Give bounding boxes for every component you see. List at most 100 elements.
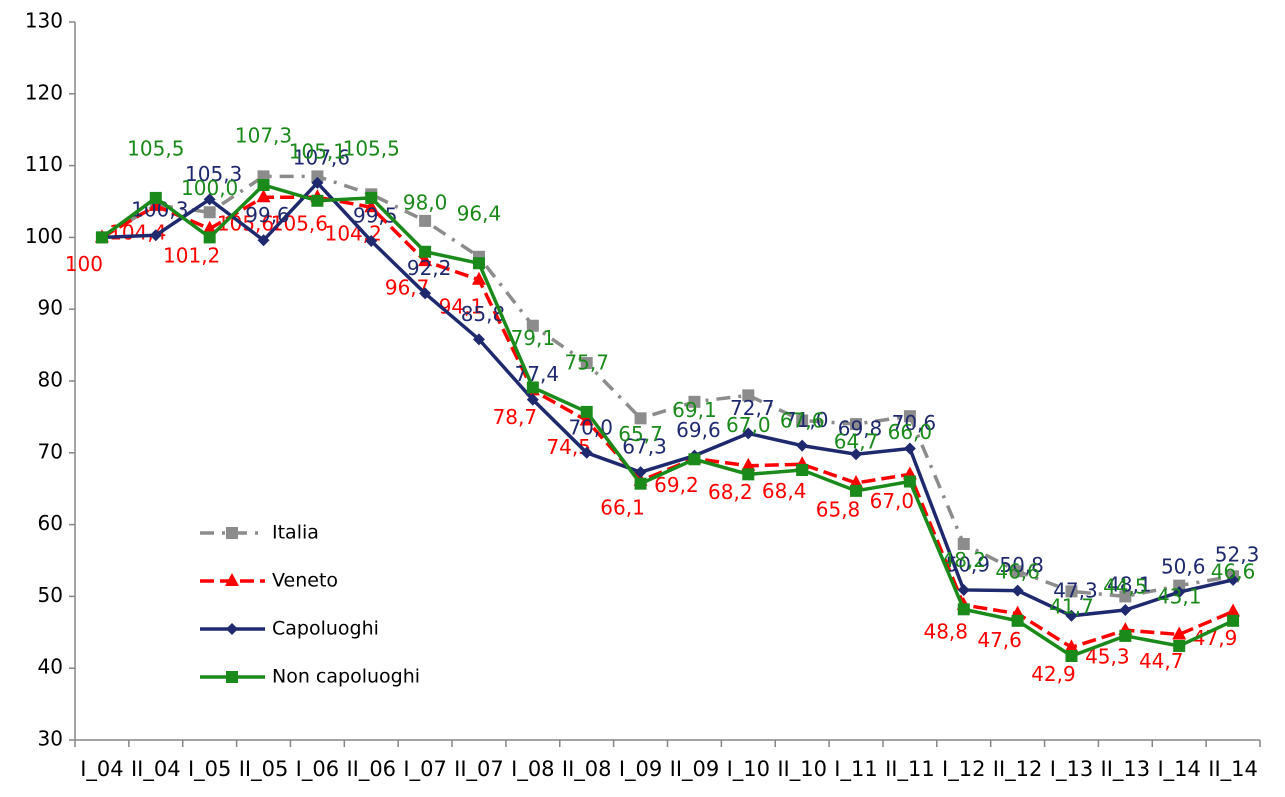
y-tick-label: 110 bbox=[25, 152, 63, 176]
legend-marker bbox=[225, 573, 239, 586]
x-tick-label: II_08 bbox=[562, 757, 612, 782]
y-tick-label: 120 bbox=[25, 80, 63, 104]
point bbox=[419, 214, 432, 227]
y-tick-label: 90 bbox=[38, 296, 63, 320]
point bbox=[1119, 629, 1132, 642]
point bbox=[311, 194, 324, 207]
data-label: 101,2 bbox=[163, 243, 220, 267]
data-label: 105,5 bbox=[343, 136, 400, 160]
data-label: 72,7 bbox=[730, 396, 775, 420]
point bbox=[850, 484, 863, 497]
y-tick-label: 50 bbox=[38, 583, 63, 607]
x-tick-label: I_07 bbox=[403, 757, 446, 782]
legend-label: Italia bbox=[272, 522, 319, 544]
point bbox=[849, 474, 864, 488]
data-label: 99,6 bbox=[245, 203, 290, 227]
point bbox=[95, 231, 108, 244]
x-tick-label: I_04 bbox=[80, 757, 123, 782]
data-label: 67,0 bbox=[726, 413, 771, 437]
point bbox=[472, 257, 485, 270]
point bbox=[903, 410, 916, 423]
x-tick-label: II_11 bbox=[885, 757, 935, 782]
data-label: 70,6 bbox=[892, 411, 937, 435]
x-tick-label: I_06 bbox=[296, 757, 339, 782]
point bbox=[742, 389, 755, 402]
point bbox=[311, 176, 324, 189]
x-tick-label: II_14 bbox=[1208, 757, 1258, 782]
legend-marker bbox=[226, 671, 238, 683]
data-label: 100 bbox=[65, 252, 103, 276]
point bbox=[1227, 614, 1240, 627]
data-label: 41,7 bbox=[1049, 594, 1094, 618]
point bbox=[796, 414, 809, 427]
y-tick-label: 60 bbox=[38, 511, 63, 535]
legend-label: Non capoluoghi bbox=[272, 666, 420, 688]
point bbox=[526, 381, 539, 394]
point bbox=[149, 191, 162, 204]
y-tick-label: 30 bbox=[38, 727, 63, 751]
x-tick-label: I_09 bbox=[619, 757, 662, 782]
data-label: 46,6 bbox=[995, 559, 1040, 583]
legend-label: Veneto bbox=[272, 570, 338, 592]
data-label: 66,0 bbox=[888, 420, 933, 444]
legend-label: Capoluoghi bbox=[272, 618, 379, 640]
data-label: 68,4 bbox=[762, 479, 807, 503]
point bbox=[579, 412, 594, 426]
data-label: 50,8 bbox=[999, 553, 1044, 577]
point bbox=[1065, 609, 1078, 622]
point bbox=[471, 271, 486, 285]
data-label: 98,0 bbox=[403, 190, 448, 214]
point bbox=[580, 446, 593, 459]
point bbox=[1173, 579, 1186, 592]
data-label: 64,7 bbox=[834, 429, 879, 453]
data-label: 105,5 bbox=[127, 136, 184, 160]
point bbox=[957, 603, 970, 616]
data-label: 96,4 bbox=[457, 202, 502, 226]
x-tick-label: I_12 bbox=[942, 757, 985, 782]
data-label: 47,6 bbox=[977, 628, 1022, 652]
y-tick-label: 130 bbox=[25, 9, 63, 33]
data-label: 47,3 bbox=[1053, 578, 1098, 602]
data-label: 44,7 bbox=[1139, 649, 1184, 673]
point bbox=[526, 393, 539, 406]
data-label: 50,6 bbox=[1161, 555, 1206, 579]
point bbox=[742, 427, 755, 440]
point bbox=[1119, 590, 1132, 603]
point bbox=[688, 453, 701, 466]
y-tick-label: 40 bbox=[38, 655, 63, 679]
data-label: 94,1 bbox=[439, 294, 484, 318]
point bbox=[1119, 604, 1132, 617]
data-label: 67,3 bbox=[622, 435, 667, 459]
data-label: 52,3 bbox=[1215, 542, 1260, 566]
point bbox=[688, 395, 701, 408]
point bbox=[472, 333, 485, 346]
point bbox=[203, 231, 216, 244]
x-tick-label: I_05 bbox=[188, 757, 231, 782]
point bbox=[526, 319, 539, 332]
point bbox=[1173, 586, 1186, 599]
series-line bbox=[101, 174, 1234, 599]
point bbox=[742, 468, 755, 481]
x-tick-label: II_07 bbox=[454, 757, 504, 782]
data-label: 71,0 bbox=[784, 408, 829, 432]
data-label: 69,2 bbox=[654, 473, 699, 497]
x-tick-label: I_13 bbox=[1050, 757, 1093, 782]
point bbox=[1173, 639, 1186, 652]
point bbox=[850, 418, 863, 431]
point bbox=[1172, 626, 1187, 640]
point bbox=[580, 357, 593, 370]
point bbox=[202, 220, 217, 234]
point bbox=[149, 229, 162, 242]
x-tick-label: I_10 bbox=[727, 757, 770, 782]
data-label: 107,3 bbox=[235, 123, 292, 147]
data-label: 107,6 bbox=[293, 145, 350, 169]
data-label: 65,8 bbox=[816, 497, 861, 521]
data-label: 105,3 bbox=[185, 162, 242, 186]
point bbox=[419, 287, 432, 300]
x-tick-label: II_09 bbox=[670, 757, 720, 782]
point bbox=[634, 466, 647, 479]
y-tick-label: 100 bbox=[25, 224, 63, 248]
data-label: 69,1 bbox=[672, 398, 717, 422]
data-label: 42,9 bbox=[1031, 662, 1076, 686]
